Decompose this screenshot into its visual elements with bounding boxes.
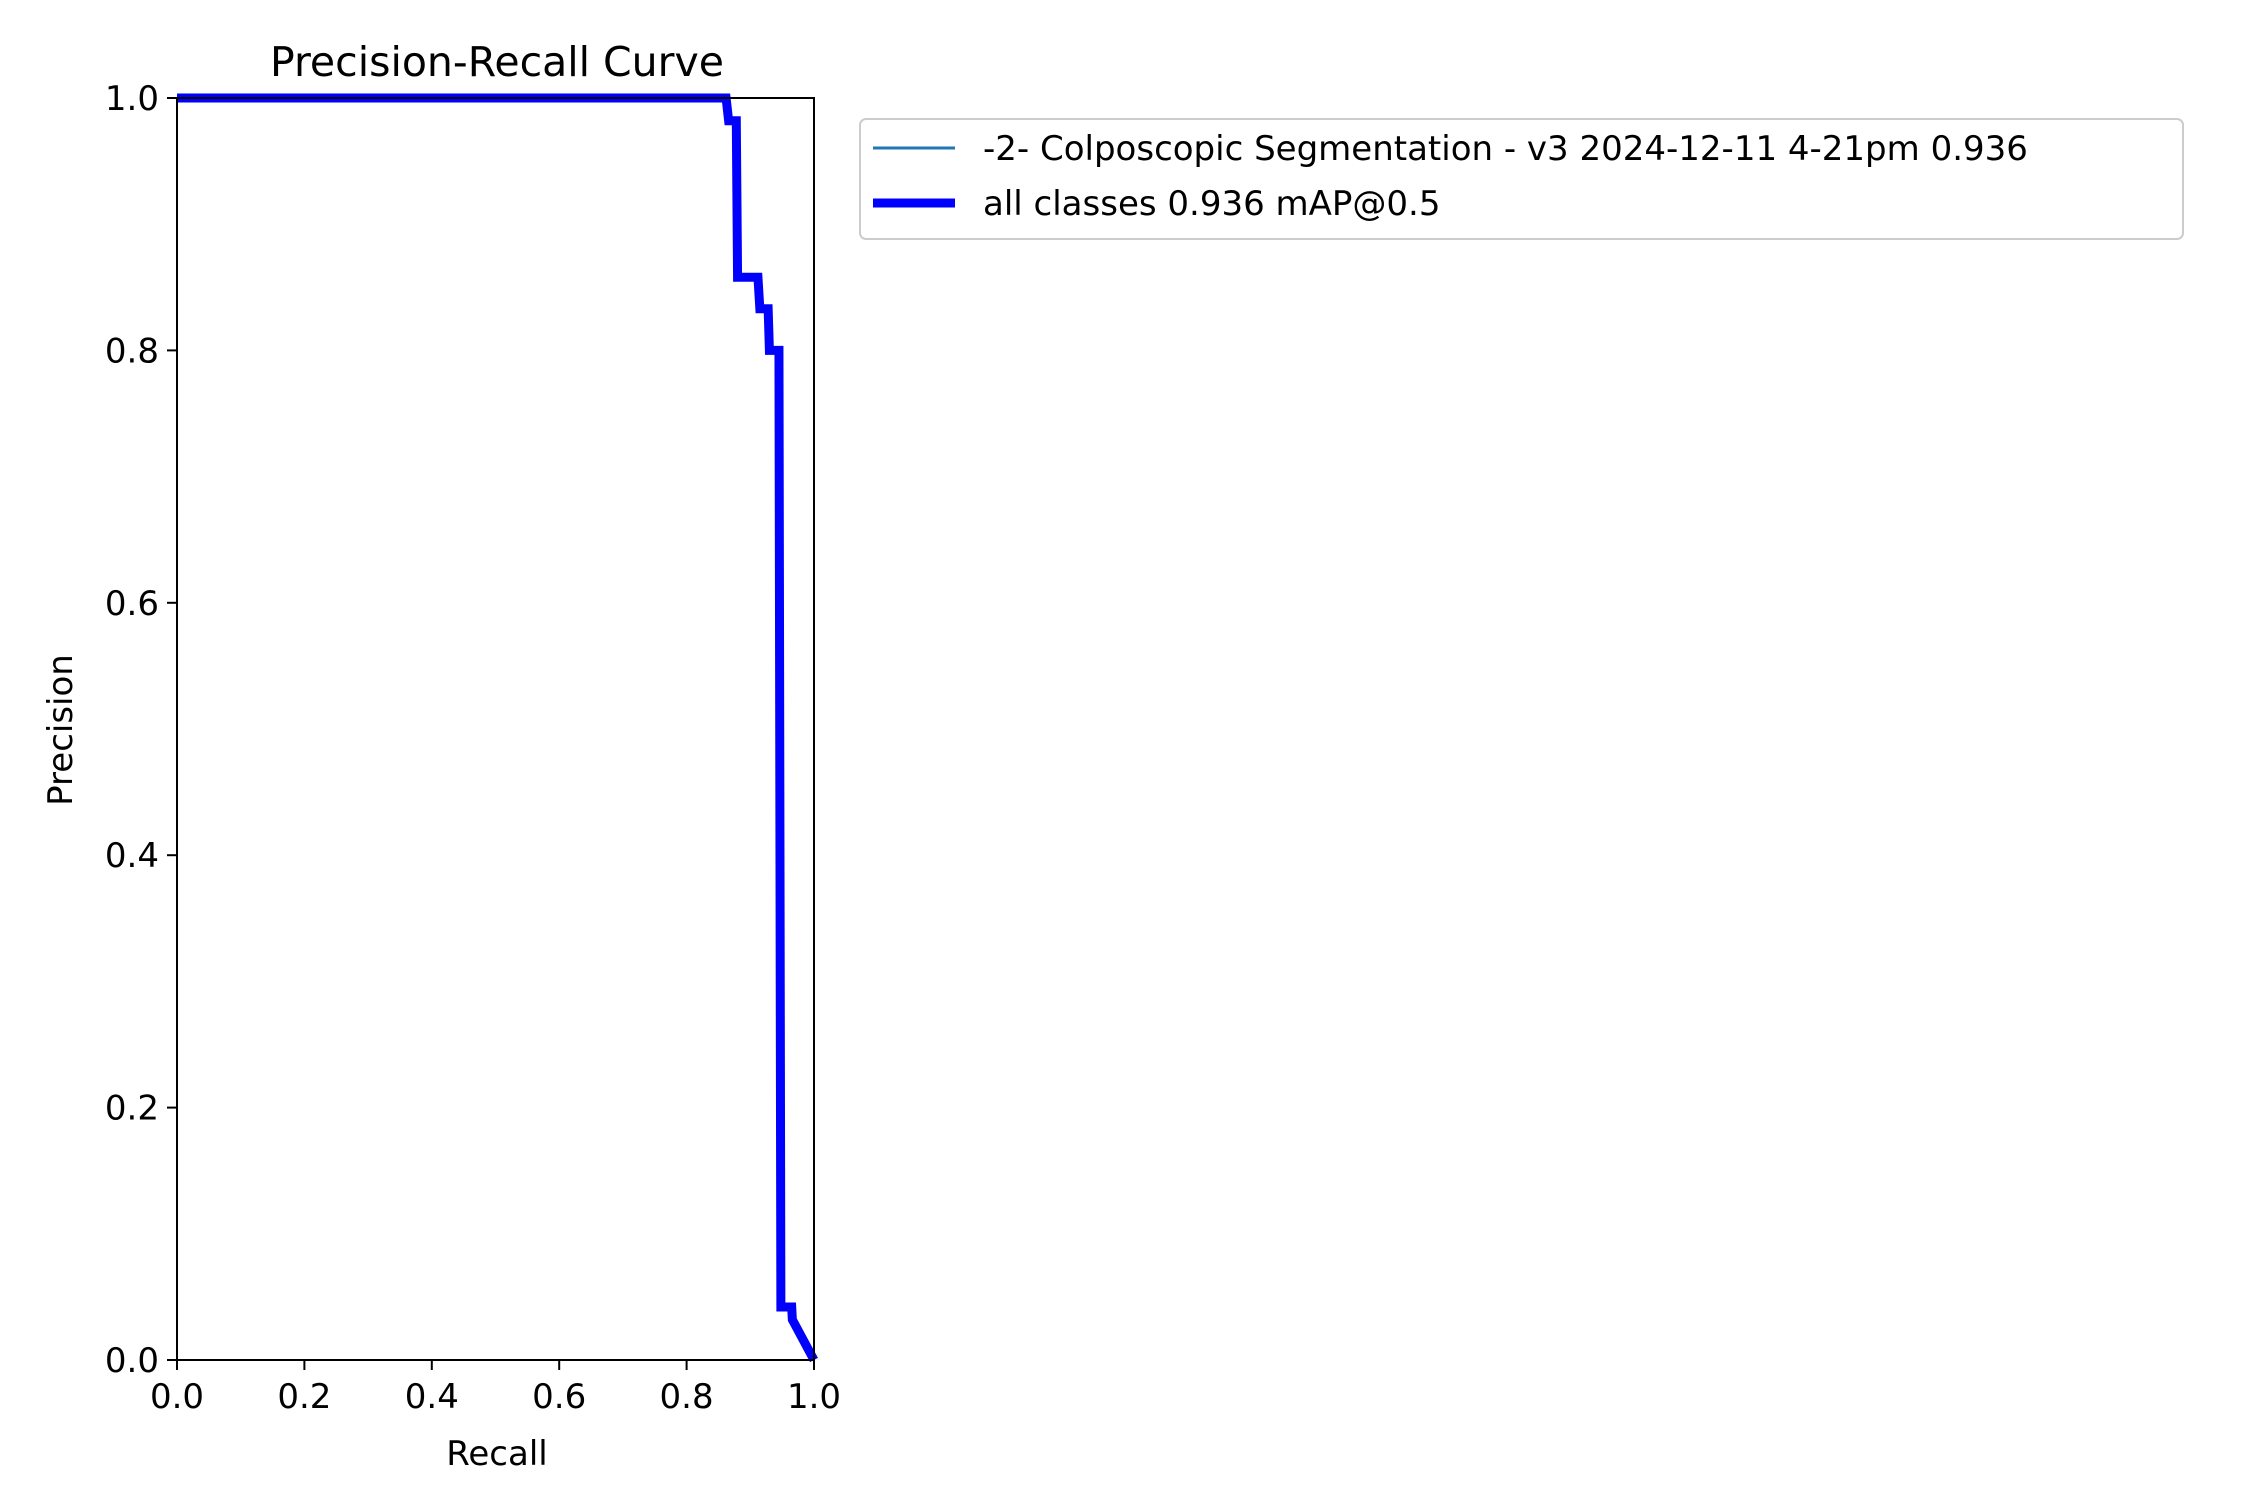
y-tick-label: 0.6 <box>105 584 159 624</box>
axes-frame <box>176 97 815 1361</box>
y-axis-ticks: 0.0 0.2 0.4 0.6 0.8 1.0 <box>105 79 177 1381</box>
legend: -2- Colposcopic Segmentation - v3 2024-1… <box>859 118 2184 240</box>
y-tick-label: 1.0 <box>105 79 159 119</box>
legend-box <box>859 118 2184 240</box>
chart-title: Precision-Recall Curve <box>270 38 724 86</box>
y-tick-label: 0.0 <box>105 1341 159 1381</box>
y-tick-label: 0.8 <box>105 331 159 371</box>
y-axis-label: Precision <box>41 654 81 806</box>
plot-area <box>176 93 818 1363</box>
x-tick-label: 0.8 <box>660 1377 714 1417</box>
x-tick-label: 1.0 <box>787 1377 841 1417</box>
legend-entry-class: -2- Colposcopic Segmentation - v3 2024-1… <box>983 129 2028 169</box>
x-tick-label: 0.6 <box>532 1377 586 1417</box>
y-tick-label: 0.4 <box>105 836 159 876</box>
legend-entry-all-classes: all classes 0.936 mAP@0.5 <box>983 184 1440 224</box>
x-tick-label: 0.2 <box>277 1377 331 1417</box>
series-layer <box>177 93 818 1363</box>
x-tick-label: 0.4 <box>405 1377 459 1417</box>
series-line-all-classes <box>177 93 818 1363</box>
x-tick-label: 0.0 <box>150 1377 204 1417</box>
x-axis-label: Recall <box>446 1434 547 1474</box>
x-axis-ticks: 0.0 0.2 0.4 0.6 0.8 1.0 <box>150 1360 841 1417</box>
y-tick-label: 0.2 <box>105 1089 159 1129</box>
